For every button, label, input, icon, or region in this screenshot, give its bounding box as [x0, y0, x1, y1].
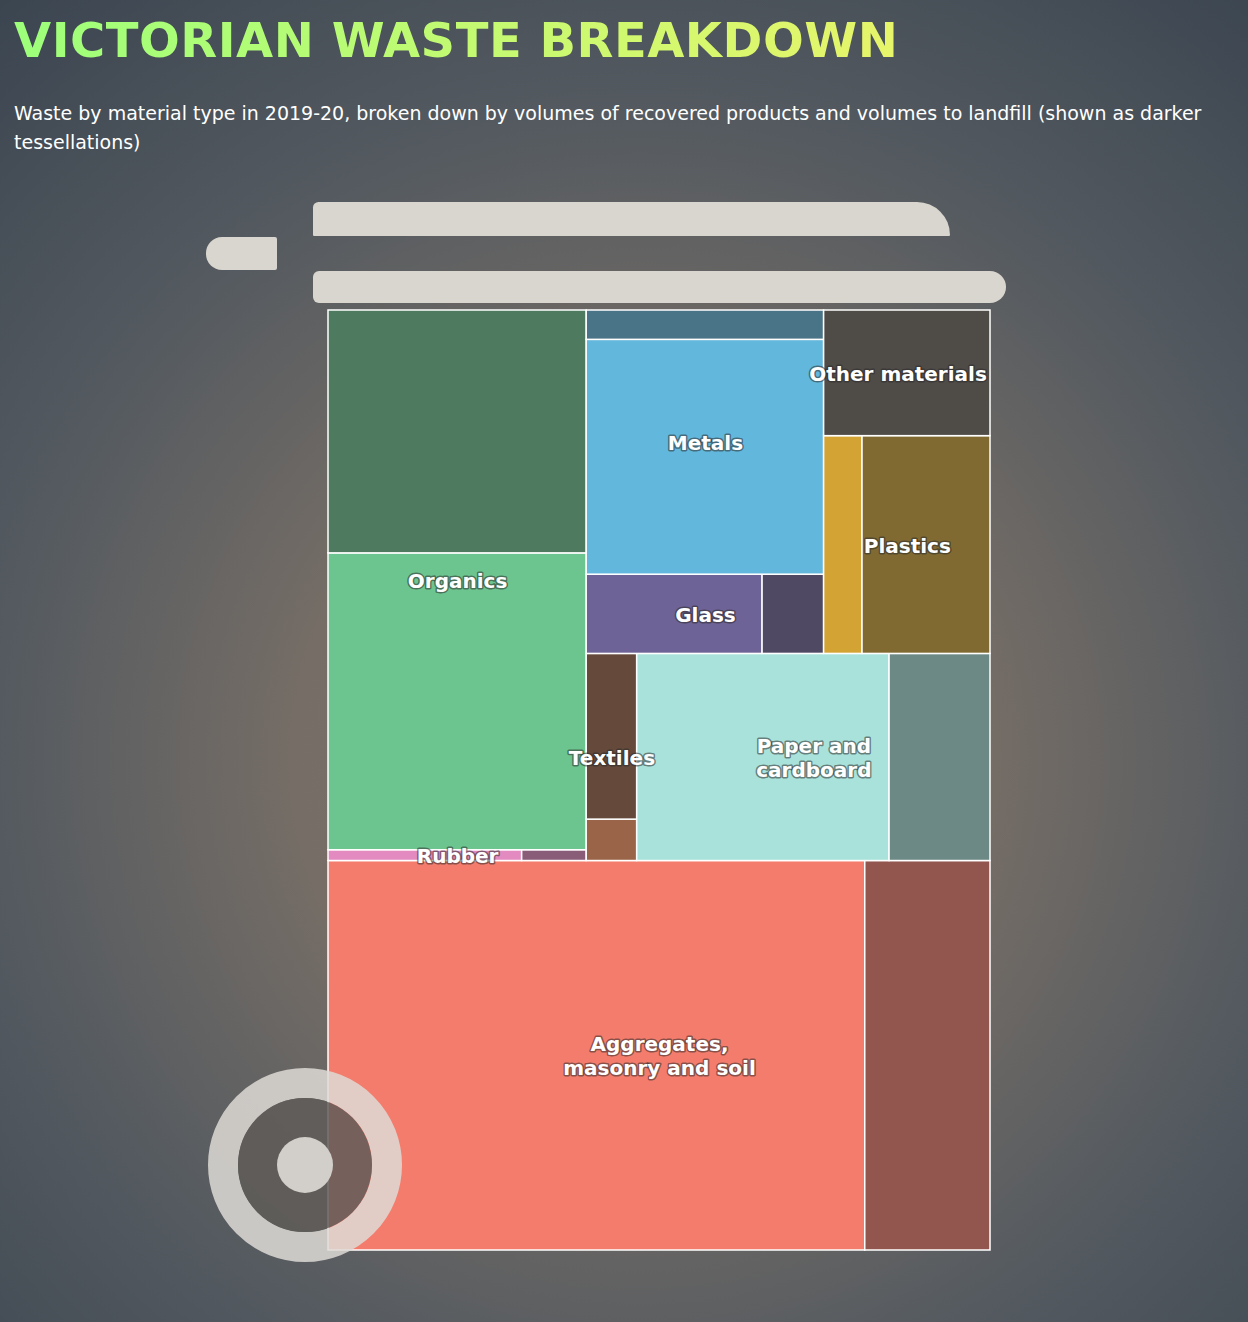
svg-text:Rubber: Rubber — [417, 844, 499, 868]
svg-text:Paper andcardboard: Paper andcardboard — [756, 734, 871, 782]
svg-text:Other materials: Other materials — [809, 362, 987, 386]
svg-text:Organics: Organics — [408, 569, 508, 593]
svg-text:Aggregates,masonry and soil: Aggregates,masonry and soil — [563, 1032, 755, 1080]
svg-text:Glass: Glass — [675, 603, 736, 627]
html-text:Waste by material type in 2019: Waste by material type in 2019-20, broke… — [14, 102, 1202, 153]
svg-text:Plastics: Plastics — [864, 534, 951, 558]
svg-text:Metals: Metals — [668, 431, 743, 455]
svg-text:Textiles: Textiles — [569, 746, 655, 770]
html-text:VICTORIAN WASTE BREAKDOWN: VICTORIAN WASTE BREAKDOWN — [14, 12, 899, 68]
